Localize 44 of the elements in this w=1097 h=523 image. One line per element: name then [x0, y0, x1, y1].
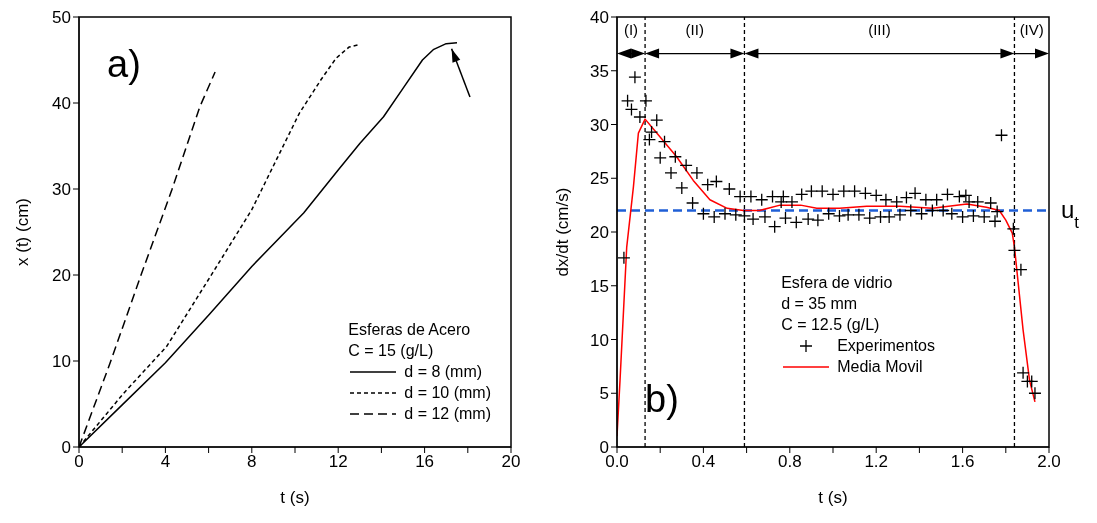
- x-axis-title: t (s): [280, 488, 310, 507]
- y-tick-label: 25: [590, 169, 609, 189]
- y-tick-label: 40: [590, 8, 609, 28]
- x-tick-label: 1.6: [950, 452, 975, 472]
- y-tick-label: 5: [599, 384, 609, 404]
- ref-line-label: u$_{t}$: [1061, 195, 1080, 231]
- annotation: a): [107, 43, 141, 85]
- y-tick-label: 30: [590, 115, 609, 135]
- y-tick-label: 15: [590, 276, 609, 296]
- y-tick-label: 40: [52, 94, 71, 114]
- x-axis-title: t (s): [818, 488, 848, 507]
- y-tick-label: 10: [52, 352, 71, 372]
- legend-label: d = 12 (mm): [404, 404, 491, 424]
- y-tick-label: 0: [61, 438, 71, 458]
- x-tick-label: 8: [247, 452, 257, 472]
- x-tick-label: 2.0: [1037, 452, 1061, 472]
- x-tick-label: 0.0: [605, 452, 629, 472]
- x-tick-label: 16: [415, 452, 435, 472]
- x-tick-label: 20: [501, 452, 521, 472]
- annotation: (II): [685, 21, 704, 39]
- y-axis-title: x (t) (cm): [13, 198, 33, 266]
- annotation: (I): [623, 21, 639, 39]
- legend-label: d = 10 (mm): [404, 383, 491, 403]
- legend-label: Media Movil: [837, 357, 923, 377]
- legend-title: Esfera de vidrio d = 35 mm C = 12.5 (g/L): [781, 273, 894, 335]
- y-tick-label: 50: [52, 8, 71, 28]
- y-axis-title: dx/dt (cm/s): [553, 187, 573, 277]
- x-tick-label: 4: [160, 452, 171, 472]
- x-tick-label: 1.2: [864, 452, 889, 472]
- x-tick-label: 12: [328, 452, 348, 472]
- legend-title: Esferas de Acero C = 15 (g/L): [348, 320, 472, 361]
- annotation: (III): [868, 21, 891, 39]
- annotation: b): [645, 378, 679, 420]
- legend-label: Experimentos: [837, 336, 935, 356]
- y-tick-label: 20: [590, 223, 609, 243]
- x-tick-label: 0: [74, 452, 84, 472]
- legend-label: d = 8 (mm): [404, 362, 483, 382]
- y-tick-label: 10: [590, 330, 609, 350]
- y-tick-label: 35: [590, 61, 609, 81]
- annotation: (IV): [1019, 21, 1044, 39]
- x-tick-label: 0.4: [691, 452, 716, 472]
- x-tick-label: 0.8: [777, 452, 802, 472]
- y-tick-label: 30: [52, 180, 71, 200]
- y-tick-label: 20: [52, 266, 71, 286]
